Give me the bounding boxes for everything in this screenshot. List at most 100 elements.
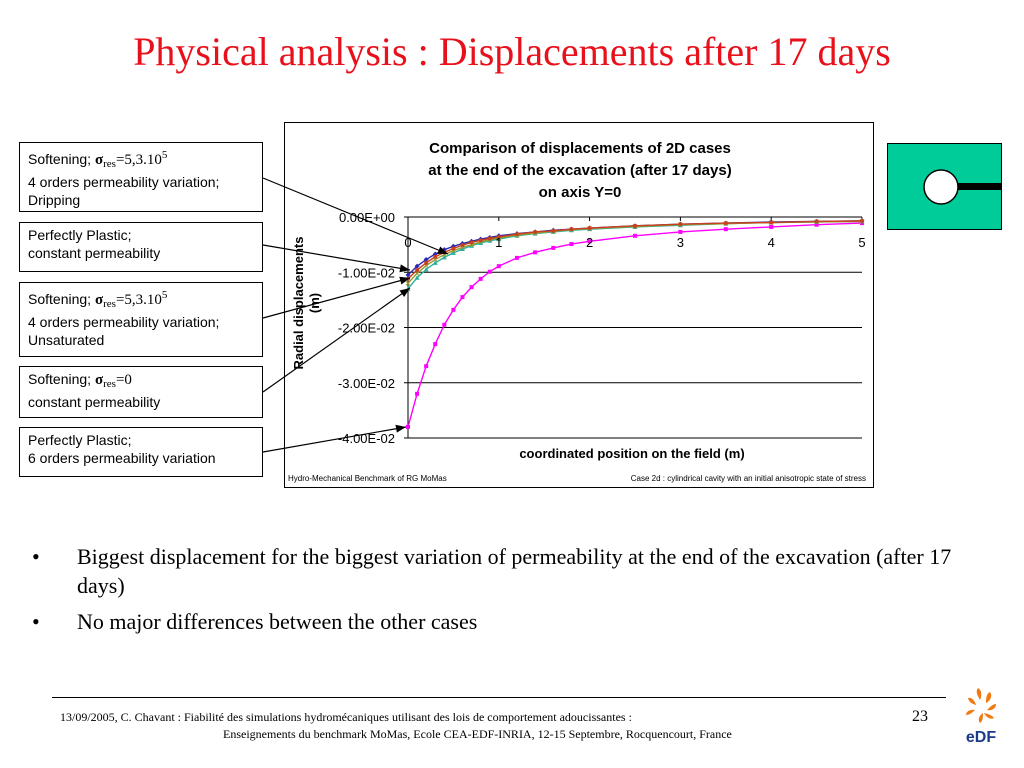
label-line-3: Unsaturated [28,332,105,348]
footer-text: 13/09/2005, C. Chavant : Fiabilité des s… [60,709,732,743]
chart-title-line: at the end of the excavation (after 17 d… [428,162,731,179]
label-prefix: Softening; [28,371,92,387]
label-prefix: Softening; [28,151,92,167]
data-point [723,227,728,232]
callout-arrow-head [437,246,448,254]
label-line-2: 6 orders permeability variation [28,450,216,466]
data-point [514,232,519,237]
label-line-2: constant permeability [28,394,161,410]
data-point [769,224,774,229]
legend-label-plastic-constant: Perfectly Plastic; constant permeability [19,222,263,272]
data-point [551,245,556,250]
y-tick-label: -4.00E-02 [338,431,395,446]
data-point [424,364,429,369]
data-point [478,238,483,243]
sigma-subscript: res [103,158,116,170]
data-point [451,307,456,312]
label-line-2: 4 orders permeability variation; [28,314,220,330]
callout-arrow-line [262,287,411,393]
data-point [814,219,819,224]
x-tick-label: 4 [768,235,775,250]
data-point [678,222,683,227]
data-point [496,234,501,239]
bullet-item: Biggest displacement for the biggest var… [30,542,990,600]
cavity-axis [937,183,1002,190]
data-point [478,276,483,281]
data-point [405,272,411,278]
sigma-value: =0 [115,372,132,388]
data-point [496,264,501,269]
data-point [424,260,429,265]
x-tick-label: 3 [677,235,684,250]
y-axis-label-line: (m) [307,293,322,313]
data-point [569,242,574,247]
data-point [432,260,438,265]
x-tick-label: 5 [858,235,865,250]
y-tick-label: -1.00E-02 [338,265,395,280]
label-line-2: 4 orders permeability variation; [28,174,220,190]
data-point [533,229,538,234]
callout-arrow-line [262,426,407,453]
data-point [569,227,574,232]
data-point [414,263,420,269]
data-point [442,322,447,327]
x-axis-label: coordinated position on the field (m) [519,446,744,461]
cylindrical-cavity-icon [887,143,1002,230]
bullet-item: No major differences between the other c… [30,607,990,636]
x-tick-label: 1 [495,235,502,250]
x-tick-label: 2 [586,235,593,250]
series-line [407,222,863,428]
callout-arrow-head [395,424,406,433]
data-point [514,255,519,260]
edf-logo: eDF [966,688,996,746]
label-line-3: Dripping [28,192,81,208]
chart-footnote-left: Hydro-Mechanical Benchmark of RG MoMas [288,474,447,483]
series-line [407,220,863,290]
y-tick-label: -2.00E-02 [338,321,395,336]
data-point [406,424,410,429]
sigma-exponent: 5 [161,289,168,301]
sigma-exponent: 5 [161,149,168,161]
cavity-circle [923,169,959,205]
data-point [533,250,538,255]
data-point [460,295,465,300]
callout-arrow-line [262,177,449,255]
y-axis-label-line: Radial displacements [291,237,306,370]
data-point [769,220,774,225]
legend-label-softening-dripping: Softening; σres=5,3.105 4 orders permeab… [19,142,263,212]
data-point [469,285,474,290]
x-tick-label: 0 [404,235,411,250]
callout-arrow-line [262,244,411,271]
data-point [451,246,456,251]
data-point [633,223,637,228]
data-point [423,266,429,272]
data-point [423,257,429,263]
y-tick-label: 0.00E+00 [339,210,395,225]
sigma-value: =5,3.10 [115,152,162,168]
data-point [469,243,475,248]
data-point [415,268,420,273]
data-point [551,228,556,233]
data-point [678,229,683,234]
sigma-symbol: σ [94,152,104,168]
data-point [814,222,819,227]
data-point [441,254,447,260]
data-point [587,226,592,231]
data-point [587,239,592,244]
legend-label-softening-zero: Softening; σres=0 constant permeability [19,366,263,418]
data-point [459,246,465,252]
data-point [460,243,465,248]
data-point [414,275,420,280]
chart-title-line: on axis Y=0 [539,184,622,201]
data-point [415,391,420,396]
label-line-1: Perfectly Plastic; [28,227,132,243]
data-point [487,236,492,241]
legend-label-plastic-six-orders: Perfectly Plastic; 6 orders permeability… [19,427,263,477]
data-point [433,254,438,259]
callout-arrow-head [399,276,410,285]
footer-rule [52,697,946,698]
series-line [407,220,863,276]
label-line-1: Perfectly Plastic; [28,432,132,448]
page-number: 23 [912,708,928,725]
data-point [723,221,728,226]
